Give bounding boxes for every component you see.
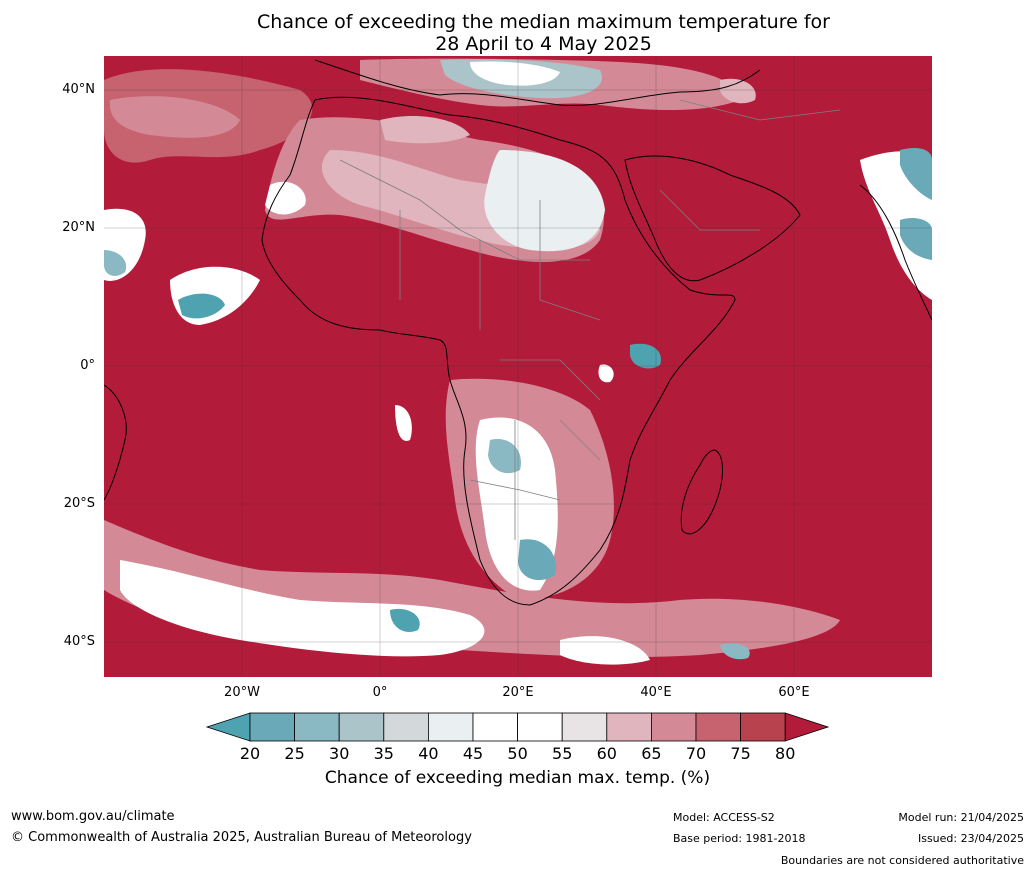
colorbar-tick-label: 20 [239, 744, 261, 763]
shading-north [104, 69, 605, 262]
europe-outline [314, 59, 761, 106]
lat-label-40s: 40°S [63, 634, 95, 649]
colorbar-tick-label: 65 [641, 744, 662, 763]
south-america-outline [104, 384, 127, 501]
africa-outline [261, 96, 736, 606]
colorbar [205, 712, 830, 742]
shading-europe [360, 58, 756, 110]
shading-india [860, 148, 932, 300]
gridlines [104, 56, 932, 677]
lat-label-40n: 40°N [62, 82, 95, 97]
copyright-text: © Commonwealth of Australia 2025, Austra… [11, 830, 472, 845]
colorbar-extend-high [784, 712, 830, 742]
lon-label-20e: 20°E [502, 685, 534, 700]
colorbar-tick-label: 45 [462, 744, 484, 763]
colorbar-segment [695, 712, 741, 742]
colorbar-segment [383, 712, 429, 742]
colorbar-tick-label: 30 [329, 744, 350, 763]
lon-label-60e: 60°E [778, 685, 810, 700]
colorbar-tick-label: 70 [685, 744, 707, 763]
lat-label-20s: 20°S [63, 496, 95, 511]
issued-text: Issued: 23/04/2025 [917, 832, 1024, 845]
colorbar-tick-label: 25 [284, 744, 305, 763]
colorbar-segment [472, 712, 518, 742]
colorbar-segment [249, 712, 295, 742]
colorbar-segment [427, 712, 474, 742]
colorbar-segment [338, 712, 385, 742]
map-title-line1: Chance of exceeding the median maximum t… [257, 11, 830, 33]
colorbar-segment [517, 712, 563, 742]
colorbar-tick-label: 50 [507, 744, 528, 763]
colorbar-segment [561, 712, 608, 742]
colorbar-segment [651, 712, 697, 742]
madagascar-outline [680, 449, 723, 535]
colorbar-label: Chance of exceeding median max. temp. (%… [324, 768, 711, 788]
lon-label-0: 0° [372, 685, 388, 700]
country-borders [339, 99, 841, 540]
website-text: www.bom.gov.au/climate [11, 809, 175, 824]
colorbar-tick-label: 35 [373, 744, 394, 763]
colorbar-tick-label: 80 [775, 744, 796, 763]
lat-label-20n: 20°N [62, 220, 95, 235]
lon-label-20w: 20°W [224, 685, 260, 700]
india-outline [859, 184, 932, 321]
model-text: Model: ACCESS-S2 [673, 811, 775, 824]
probability-map [104, 56, 932, 677]
shading-south-africa [395, 343, 661, 600]
disclaimer-text: Boundaries are not considered authoritat… [780, 854, 1024, 867]
shading-atlantic [104, 208, 260, 325]
colorbar-tick-label: 75 [730, 744, 751, 763]
colorbar-segment [294, 712, 340, 742]
colorbar-tick-label: 55 [552, 744, 573, 763]
lon-label-40e: 40°E [640, 685, 672, 700]
arabia-outline [624, 155, 801, 282]
lat-label-0: 0° [80, 358, 95, 373]
colorbar-extend-low [205, 712, 251, 742]
shading-southern-ocean [104, 520, 840, 665]
model-run-text: Model run: 21/04/2025 [898, 811, 1024, 824]
colorbar-tick-label: 60 [596, 744, 617, 763]
map-title-line2: 28 April to 4 May 2025 [435, 33, 652, 55]
colorbar-tick-label: 40 [418, 744, 439, 763]
colorbar-segment [606, 712, 652, 742]
base-period-text: Base period: 1981-2018 [673, 832, 806, 845]
colorbar-segment [740, 712, 786, 742]
